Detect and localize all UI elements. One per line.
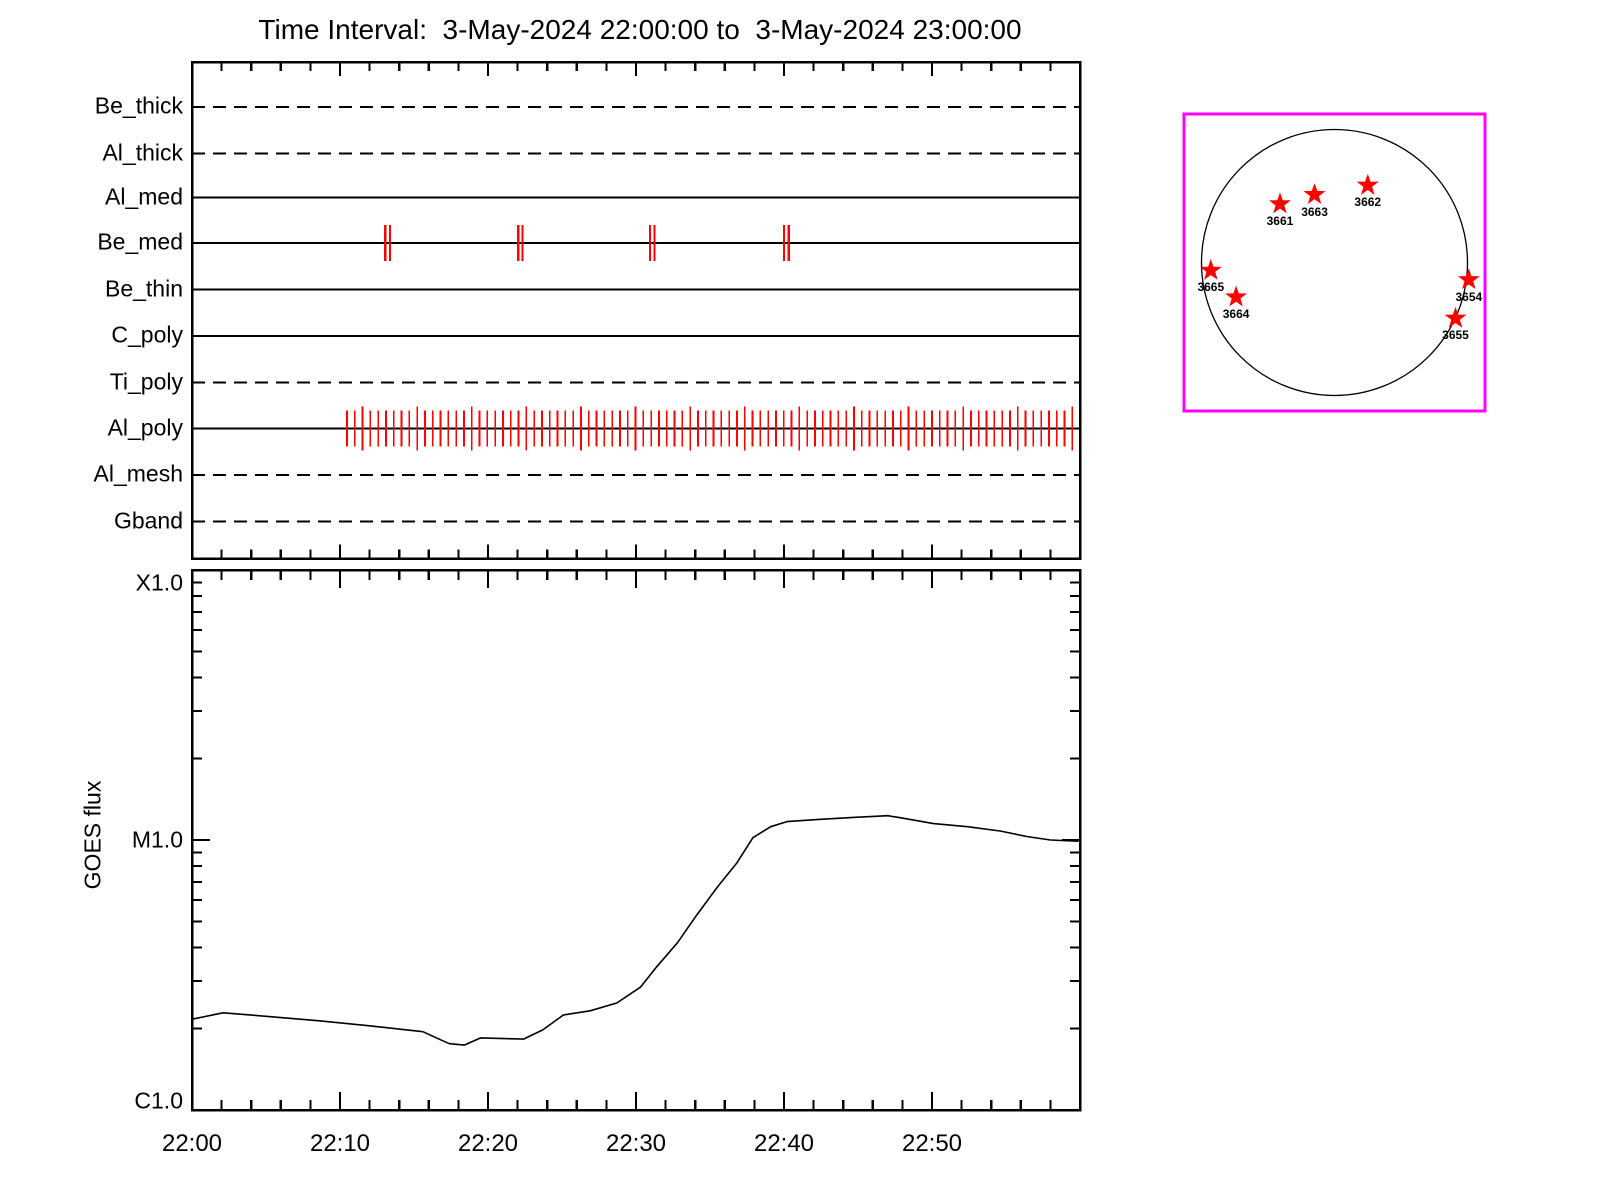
goes-flux-curve [191, 814, 1079, 1046]
channel-label-c_poly: C_poly [111, 321, 183, 348]
goes-ytick-c1: C1.0 [134, 1087, 183, 1114]
channel-label-al_mesh: Al_mesh [93, 460, 183, 487]
region-label-3661: 3661 [1266, 213, 1294, 228]
active-region-star-icon [1199, 259, 1222, 280]
timeline-panel-frame [190, 60, 1082, 560]
region-label-3654: 3654 [1455, 289, 1483, 304]
goes-xtick-2240: 22:40 [753, 1130, 815, 1157]
sun-map-border [1182, 112, 1487, 413]
channel-label-gband: Gband [113, 506, 183, 533]
active-region-star-icon [1356, 173, 1379, 195]
region-label-3655: 3655 [1442, 328, 1469, 343]
goes-xtick-2250: 22:50 [901, 1130, 963, 1157]
region-label-3665: 3665 [1197, 280, 1225, 295]
goes-ytick-x1: X1.0 [135, 569, 183, 596]
timeline-panel [190, 60, 1082, 560]
plot-title: Time Interval: 3-May-2024 22:00:00 to 3-… [258, 14, 1022, 45]
sun-map [1182, 112, 1487, 413]
active-region-star-icon [1444, 306, 1467, 328]
channel-label-ti_poly: Ti_poly [109, 367, 183, 394]
active-region-star-icon [1303, 183, 1326, 204]
active-region-star-icon [1457, 268, 1480, 290]
region-label-3663: 3663 [1301, 204, 1328, 219]
goes-panel [190, 568, 1082, 1112]
channel-label-be_thick: Be_thick [94, 92, 183, 119]
active-region-star-icon [1269, 192, 1291, 214]
goes-ytick-m1: M1.0 [131, 826, 183, 853]
goes-xtick-2230: 22:30 [605, 1130, 667, 1157]
active-region-star-icon [1225, 285, 1247, 307]
channel-label-be_med: Be_med [97, 228, 183, 255]
channel-label-al_thick: Al_thick [102, 138, 183, 165]
goes-xtick-2210: 22:10 [309, 1130, 371, 1157]
region-label-3664: 3664 [1222, 307, 1250, 322]
goes-panel-frame [190, 568, 1082, 1112]
goes-xtick-2200: 22:00 [161, 1130, 223, 1157]
solar-disk-limb [1200, 128, 1469, 397]
channel-label-be_thin: Be_thin [104, 274, 183, 301]
region-label-3662: 3662 [1354, 195, 1382, 210]
channel-label-al_poly: Al_poly [107, 413, 183, 440]
goes-y-axis-label: GOES flux [79, 780, 106, 890]
channel-label-al_med: Al_med [105, 182, 183, 209]
exposure-ticks [346, 225, 1074, 451]
active-region-stars [1199, 173, 1480, 328]
goes-xtick-2220: 22:20 [457, 1130, 519, 1157]
timeline-channel-lines [192, 106, 1080, 523]
